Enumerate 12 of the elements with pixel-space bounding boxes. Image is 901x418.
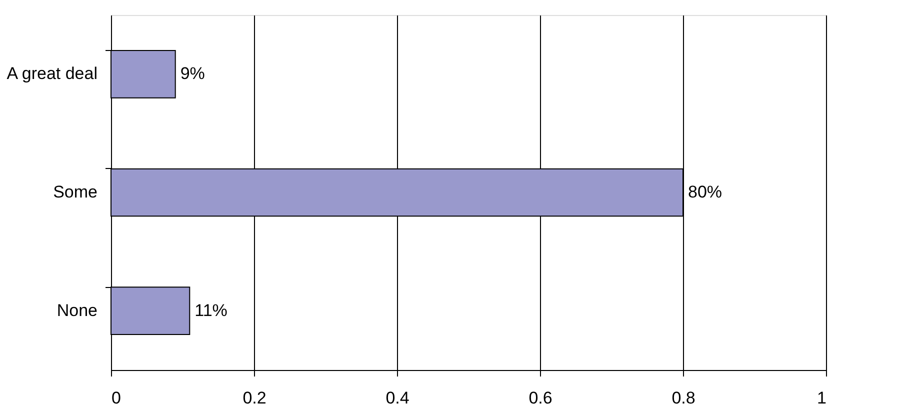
x-tick-label: 1 [817,388,826,408]
data-label: 80% [688,182,722,202]
data-label: 9% [180,64,205,84]
x-tick-label: 0.2 [242,388,266,408]
y-tick-label: None [56,300,98,320]
x-tick-label: 0.6 [528,388,552,408]
data-label: 11% [194,300,228,320]
x-tick-label: 0.8 [672,388,696,408]
x-tick-label: 0.4 [386,388,410,408]
y-tick-label: Some [53,182,98,202]
x-tick-label: 0 [112,388,121,408]
y-tick-label: A great deal [6,64,98,84]
